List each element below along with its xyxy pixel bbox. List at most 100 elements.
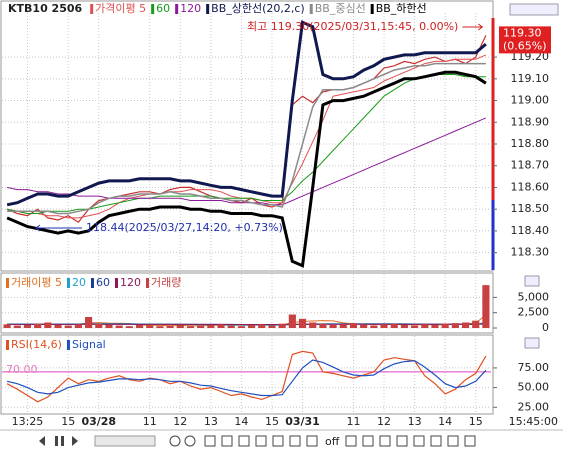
volume-bar: [360, 324, 368, 328]
x-tick-label: 03/28: [81, 415, 116, 428]
legend-label: 20: [72, 276, 86, 289]
volume-bar: [309, 322, 317, 328]
volume-bar: [451, 323, 459, 328]
x-tick-label: 12: [377, 415, 391, 428]
tool-button[interactable]: [272, 435, 284, 447]
volume-bar: [390, 323, 398, 328]
tool-button[interactable]: [238, 435, 250, 447]
volume-bar: [54, 324, 62, 328]
x-tick-label: 13: [204, 415, 218, 428]
legend-swatch: [114, 278, 118, 288]
prev-button[interactable]: [39, 436, 45, 446]
volume-bar: [166, 325, 174, 328]
volume-bar: [400, 324, 408, 328]
tool-button[interactable]: [379, 435, 391, 447]
tool-button[interactable]: [447, 435, 459, 447]
volume-bar: [115, 325, 123, 328]
volume-bar: [441, 323, 449, 328]
tool-button[interactable]: [430, 435, 442, 447]
volume-bar: [278, 323, 286, 328]
zoom-out[interactable]: [169, 435, 181, 447]
y-tick-label: 118.60: [511, 180, 550, 193]
tool-button[interactable]: [221, 435, 233, 447]
volume-bar: [411, 325, 419, 328]
legend-swatch: [309, 4, 313, 14]
y-tick-label: 118.70: [511, 159, 550, 172]
volume-bar: [156, 326, 164, 328]
y-tick-label: 75.00: [518, 361, 550, 374]
zoom-in[interactable]: [184, 435, 196, 447]
panel-icons: [509, 3, 559, 349]
volume-bar: [95, 323, 103, 328]
tool-button[interactable]: [413, 435, 425, 447]
volume-bar: [380, 324, 388, 328]
legend-label: RSI(14,6): [11, 338, 62, 351]
legend-swatch: [175, 4, 179, 14]
legend-label: 120: [180, 2, 201, 15]
tool-button[interactable]: [345, 435, 357, 447]
y-tick-label: 118.80: [511, 137, 550, 150]
volume-bar: [472, 320, 480, 328]
volume-bar: [461, 322, 470, 328]
volume-bar: [34, 323, 42, 328]
change-label: (0.65%): [503, 39, 547, 52]
tool-button[interactable]: [289, 435, 301, 447]
volume-bar: [298, 318, 307, 328]
scroll-track[interactable]: [94, 435, 156, 447]
volume-bar: [207, 324, 215, 328]
legend-label: Signal: [72, 338, 106, 351]
tool-button[interactable]: [204, 435, 216, 447]
tool-button[interactable]: [255, 435, 267, 447]
volume-bar: [431, 324, 439, 328]
chart-title: KTB10 2506: [8, 2, 83, 15]
next-button[interactable]: [72, 436, 78, 446]
y-tick-label: 119.10: [511, 72, 550, 85]
pause-button[interactable]: [61, 436, 64, 446]
volume-bar: [329, 324, 337, 328]
volume-bar: [146, 325, 154, 328]
tool-button[interactable]: [396, 435, 408, 447]
legend-label: BB_상한선(20,2,c): [211, 2, 305, 15]
volume-bar: [64, 325, 72, 328]
volume-bar: [135, 324, 144, 328]
y-tick-label: 118.50: [511, 202, 550, 215]
legend-swatch: [90, 278, 94, 288]
tool-button[interactable]: [306, 435, 318, 447]
legend-swatch: [151, 4, 155, 14]
volume-bar: [105, 324, 113, 328]
volume-bar: [339, 324, 347, 328]
legend-swatch: [370, 4, 374, 14]
y-tick-label: 118.30: [511, 246, 550, 259]
lrg-icon[interactable]: [509, 3, 559, 16]
x-tick-label: 15: [469, 415, 483, 428]
legend-label: 가격이평 5: [95, 2, 146, 15]
x-tick-label: 11: [346, 415, 360, 428]
legend-label: BB_하한선: [376, 1, 427, 15]
volume-bar: [370, 325, 378, 328]
legend-swatch: [90, 4, 94, 14]
legend-swatch: [145, 278, 149, 288]
legend-swatch: [206, 4, 210, 14]
tool-button[interactable]: [362, 435, 374, 447]
series-line: [6, 359, 487, 397]
y-tick-label: 5,000: [518, 290, 550, 303]
volume-bar: [197, 325, 205, 328]
y-tick-label: 2,500: [518, 306, 550, 319]
rsi-panel: [0, 334, 494, 415]
legend-label: 60: [156, 2, 170, 15]
pause-button[interactable]: [55, 436, 58, 446]
legend-swatch: [66, 278, 70, 288]
y-tick-label: 119.00: [511, 94, 550, 107]
lr-icon[interactable]: [524, 337, 540, 349]
volume-bar: [13, 325, 21, 328]
lr-icon[interactable]: [524, 275, 540, 287]
off-button[interactable]: off: [325, 435, 340, 448]
series-line: [6, 20, 487, 207]
legend-label: 거래이평 5: [11, 276, 62, 289]
tool-button[interactable]: [464, 435, 476, 447]
x-tick-label: 13: [408, 415, 422, 428]
x-tick-label: 14: [234, 415, 248, 428]
volume-bar: [258, 324, 266, 328]
x-tick-label: 11: [143, 415, 157, 428]
